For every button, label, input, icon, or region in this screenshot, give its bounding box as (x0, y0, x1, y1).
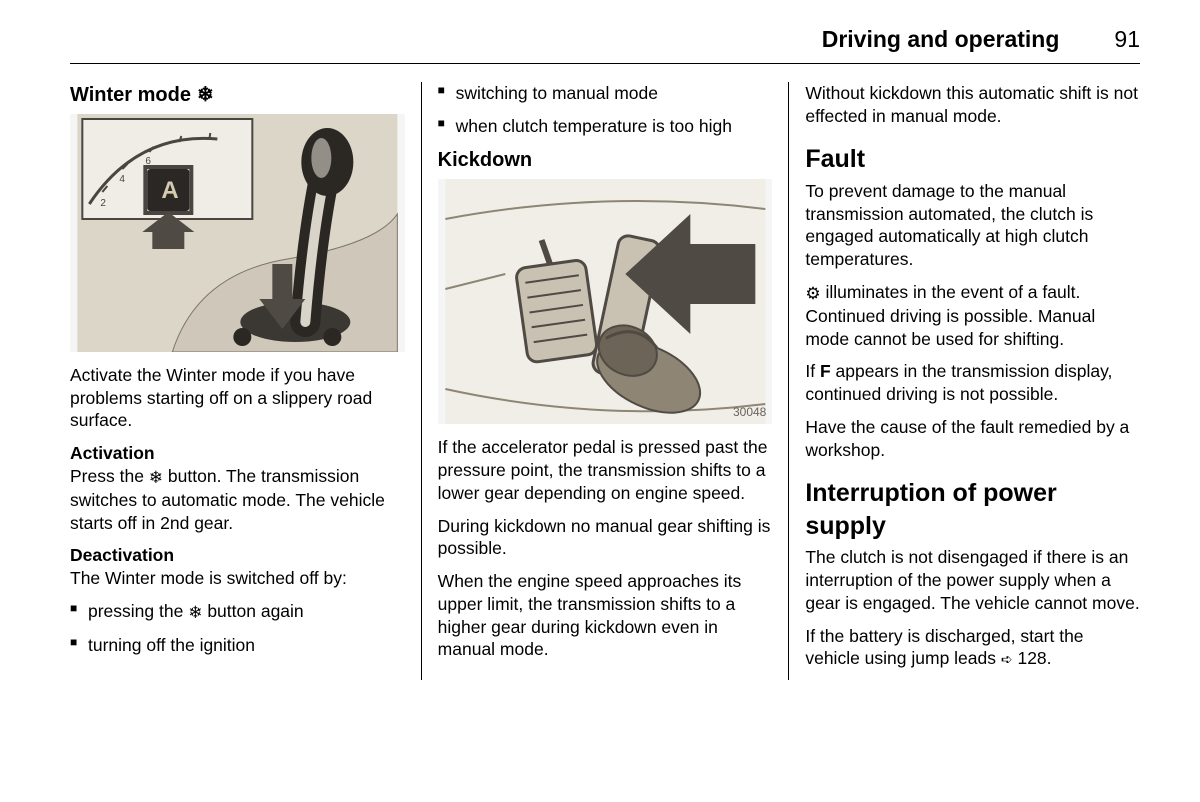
bullet-text: turning off the ignition (88, 635, 255, 655)
page-header: Driving and operating 91 (70, 25, 1140, 64)
fault-p3-pre: If (805, 361, 820, 381)
deactivation-bullets: pressing the ❄ button again turning off … (70, 600, 405, 657)
pedal-figure: 30048 (438, 179, 773, 424)
kickdown-p2: During kickdown no manual gear shifting … (438, 515, 773, 561)
svg-text:4: 4 (119, 174, 125, 185)
gear-lever-figure: 2 4 6 A (70, 114, 405, 352)
activation-heading: Activation (70, 442, 405, 465)
top-bullets: switching to manual mode when clutch tem… (438, 82, 773, 138)
bullet-text: pressing the (88, 601, 188, 621)
fault-p3: If F appears in the transmission display… (805, 360, 1140, 406)
snowflake-icon: ❄ (149, 468, 163, 487)
section-title: Driving and operating (822, 25, 1060, 55)
fault-p3-post: appears in the transmission display, con… (805, 361, 1112, 404)
content-columns: Winter mode ❄ 2 4 6 (70, 82, 1140, 680)
figure-label: 30048 (733, 405, 766, 421)
svg-text:2: 2 (100, 198, 106, 209)
fault-p1: To prevent damage to the manual transmis… (805, 180, 1140, 271)
svg-text:A: A (161, 177, 178, 204)
fault-heading: Fault (805, 143, 1140, 176)
list-item: turning off the ignition (70, 634, 405, 657)
fault-p4: Have the cause of the fault remedied by … (805, 416, 1140, 462)
list-item: switching to manual mode (438, 82, 773, 105)
deactivation-intro: The Winter mode is switched off by: (70, 567, 405, 590)
page-number: 91 (1114, 25, 1140, 55)
vehicle-fault-icon: ⚙ (805, 284, 820, 303)
fault-p2-text: illuminates in the event of a fault. Con… (805, 282, 1095, 349)
snowflake-icon: ❄ (197, 85, 214, 105)
snowflake-icon: ❄ (188, 603, 202, 622)
interruption-p1: The clutch is not disengaged if there is… (805, 546, 1140, 614)
winter-mode-intro: Activate the Winter mode if you have pro… (70, 364, 405, 432)
kickdown-heading: Kickdown (438, 147, 773, 173)
column-3: Without kickdown this automatic shift is… (788, 82, 1140, 680)
column-2: switching to manual mode when clutch tem… (421, 82, 789, 680)
activation-text: Press the ❄ button. The transmission swi… (70, 465, 405, 535)
top-para: Without kickdown this automatic shift is… (805, 82, 1140, 128)
page-reference-icon: ➪ (1001, 651, 1013, 667)
deactivation-heading: Deactivation (70, 544, 405, 567)
kickdown-p1: If the accelerator pedal is pressed past… (438, 436, 773, 504)
fault-p2: ⚙ illuminates in the event of a fault. C… (805, 281, 1140, 351)
list-item: when clutch temperature is too high (438, 115, 773, 138)
kickdown-p3: When the engine speed approaches its upp… (438, 570, 773, 661)
winter-mode-title-text: Winter mode (70, 82, 191, 108)
winter-mode-heading: Winter mode ❄ (70, 82, 405, 108)
bullet-text: button again (202, 601, 303, 621)
kickdown-title-text: Kickdown (438, 147, 532, 173)
interruption-heading: Interruption of power supply (805, 477, 1140, 542)
column-1: Winter mode ❄ 2 4 6 (70, 82, 421, 680)
interruption-p2: If the battery is discharged, start the … (805, 625, 1140, 671)
activation-text-pre: Press the (70, 466, 149, 486)
int-p2-post: 128. (1013, 648, 1052, 668)
fault-code-f: F (820, 361, 831, 381)
list-item: pressing the ❄ button again (70, 600, 405, 624)
